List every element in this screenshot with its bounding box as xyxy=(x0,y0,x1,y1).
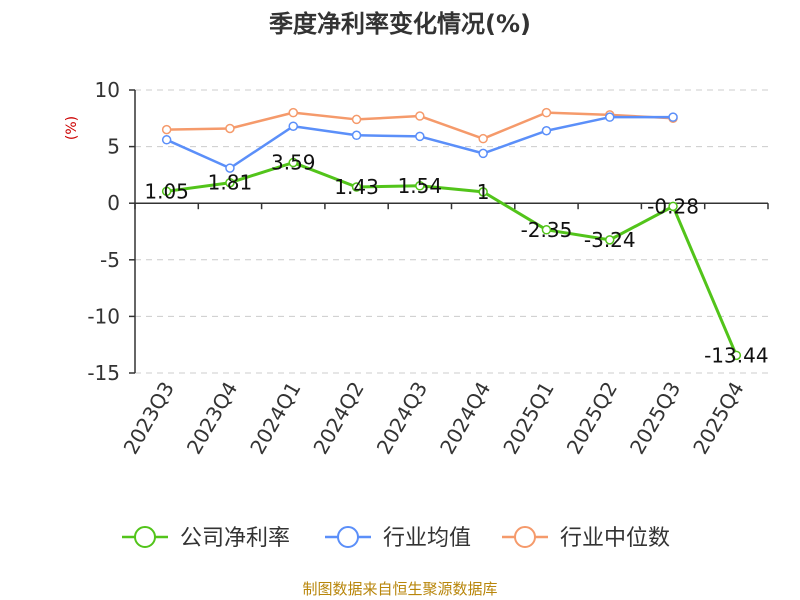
data-point xyxy=(288,121,298,131)
data-point xyxy=(225,123,235,134)
data-point xyxy=(668,112,678,122)
source-note: 制图数据来自恒生聚源数据库 xyxy=(302,580,497,598)
data-point xyxy=(415,111,425,121)
y-tick-label: -15 xyxy=(87,361,120,385)
x-tick-label: 2025Q2 xyxy=(562,378,622,459)
x-tick-label: 2023Q3 xyxy=(119,378,179,459)
data-point xyxy=(478,148,488,159)
legend: 公司净利率 行业均值 行业中位数 xyxy=(122,526,670,551)
legend-swatch-marker xyxy=(514,526,536,548)
data-point xyxy=(351,114,362,125)
data-point xyxy=(161,186,172,197)
x-tick-label: 2025Q1 xyxy=(498,378,558,459)
y-axis-label: (%) xyxy=(64,116,80,140)
data-point xyxy=(161,135,172,145)
data-point xyxy=(478,133,488,144)
x-tick-label: 2025Q3 xyxy=(625,378,685,459)
data-label: 1.05 xyxy=(144,179,189,203)
data-point xyxy=(225,177,235,188)
data-label: -2.35 xyxy=(521,218,573,242)
data-point xyxy=(541,126,552,136)
x-tick-label: 2024Q1 xyxy=(245,378,305,459)
x-tick-label: 2025Q4 xyxy=(688,378,748,459)
data-point xyxy=(605,235,615,245)
data-point xyxy=(415,131,425,142)
legend-item[interactable]: 行业中位数 xyxy=(502,526,670,551)
x-tick-label: 2024Q2 xyxy=(308,378,368,459)
x-tick-label: 2024Q4 xyxy=(435,378,495,459)
data-point xyxy=(731,350,742,361)
data-label-layer: 1.05 1.81 3.59 1.43 1.54 1 -2.35 -3.24 -0.28 -13.… xyxy=(144,151,768,368)
data-point xyxy=(478,187,488,197)
series-line xyxy=(166,161,738,356)
series-layer xyxy=(161,107,742,361)
legend-label: 行业均值 xyxy=(383,526,471,551)
data-label: -13.44 xyxy=(704,343,768,367)
legend-item[interactable]: 行业均值 xyxy=(325,526,471,551)
y-tick-label: -10 xyxy=(87,304,120,328)
data-point xyxy=(668,201,678,212)
data-point xyxy=(541,225,552,235)
legend-swatch-marker xyxy=(134,526,156,548)
data-label: 1.81 xyxy=(208,171,253,195)
data-point xyxy=(351,182,362,192)
legend-label: 行业中位数 xyxy=(560,526,670,551)
x-tick-label: 2024Q3 xyxy=(372,378,432,459)
data-point xyxy=(161,124,172,135)
data-point xyxy=(288,157,298,168)
data-point xyxy=(415,181,425,191)
y-tick-label: 5 xyxy=(107,135,120,159)
y-tick-label: -5 xyxy=(100,248,120,272)
y-tick-label: 0 xyxy=(107,191,120,215)
data-label: 1.43 xyxy=(334,175,379,199)
legend-label: 公司净利率 xyxy=(180,526,290,551)
data-point xyxy=(288,107,298,118)
data-label: 1 xyxy=(477,180,490,204)
data-label: -0.28 xyxy=(647,194,699,218)
y-tick-label: 10 xyxy=(95,78,120,102)
data-label: 1.54 xyxy=(398,174,443,198)
data-point xyxy=(225,163,235,173)
data-point xyxy=(351,130,362,141)
x-tick-label: 2023Q4 xyxy=(182,378,242,459)
data-point xyxy=(541,107,552,118)
data-label: 3.59 xyxy=(271,151,316,175)
legend-swatch-marker xyxy=(337,526,359,548)
legend-item[interactable]: 公司净利率 xyxy=(122,526,290,551)
chart-title: 季度净利率变化情况(%) xyxy=(269,10,531,38)
data-point xyxy=(605,112,615,122)
data-label: -3.24 xyxy=(584,228,636,252)
